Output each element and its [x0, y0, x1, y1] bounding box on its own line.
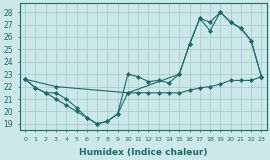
- X-axis label: Humidex (Indice chaleur): Humidex (Indice chaleur): [79, 148, 208, 156]
